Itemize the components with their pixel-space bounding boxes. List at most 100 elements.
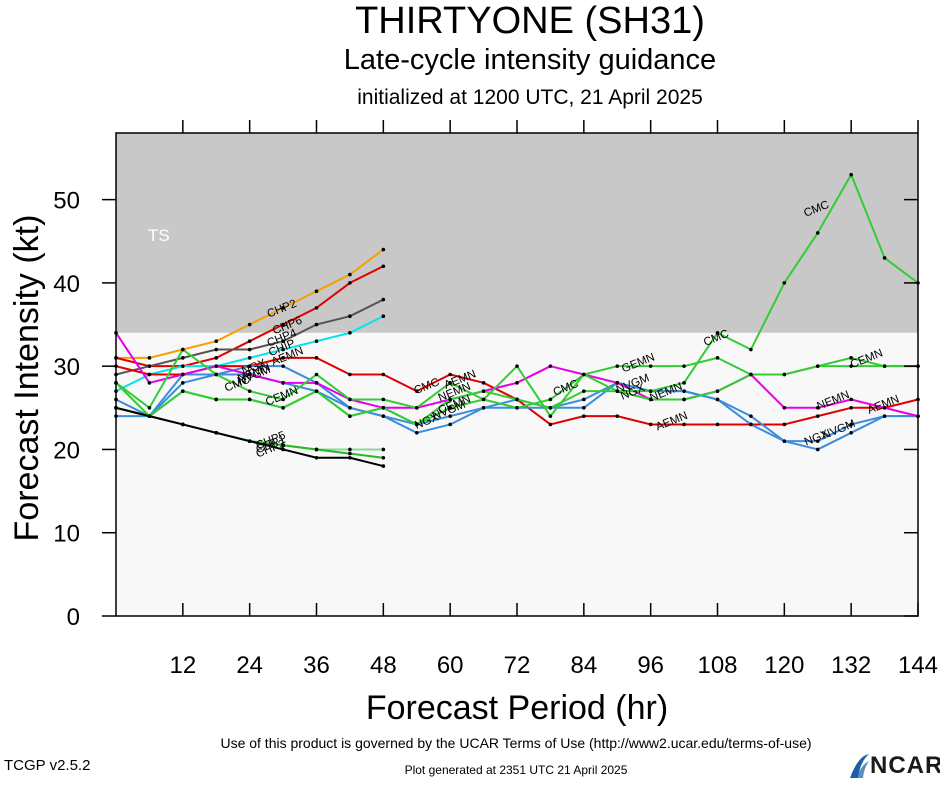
x-tick-label: 144 <box>898 652 938 679</box>
series-point-cemn <box>481 389 486 393</box>
series-point-nvgm <box>448 414 452 418</box>
series-point-cmc <box>181 347 185 352</box>
chart-subtitle: Late-cycle intensity guidance <box>343 44 717 76</box>
series-point-chp2 <box>314 289 319 294</box>
chart-title: THIRTYONE (SH31) <box>355 0 705 42</box>
series-point-aemn <box>448 372 452 377</box>
series-point-chp6 <box>247 339 252 343</box>
series-point-cemn <box>882 364 887 368</box>
series-point-cemn <box>648 397 653 402</box>
series-point-chp3 <box>281 447 285 452</box>
series-point-aemn <box>381 372 386 377</box>
series-point-cmc <box>515 364 519 368</box>
series-point-nemn <box>214 364 219 368</box>
series-point-chp1 <box>381 455 386 460</box>
series-point-cemn <box>381 406 386 410</box>
series-point-nemn <box>782 406 787 410</box>
series-point-chip <box>181 364 185 368</box>
series-point-chp6 <box>281 322 285 327</box>
series-point-cemn <box>181 389 185 393</box>
series-point-cmc <box>782 281 787 285</box>
series-point-chp4 <box>247 347 252 352</box>
series-point-nemn <box>247 372 252 377</box>
series-point-nvgm <box>815 439 820 443</box>
x-tick-label: 72 <box>504 652 531 679</box>
series-point-cemn <box>348 414 352 418</box>
series-point-chp4 <box>348 314 352 319</box>
y-tick-label: 10 <box>53 521 80 548</box>
series-point-aemn <box>682 422 686 427</box>
series-point-gemn <box>849 356 853 360</box>
series-point-cmc <box>381 397 386 402</box>
series-point-cemn <box>849 364 853 368</box>
series-point-chp2 <box>381 247 386 252</box>
series-point-cemn <box>281 406 285 410</box>
series-point-chp4 <box>381 297 386 302</box>
series-point-chip <box>348 331 352 335</box>
series-point-cemn <box>582 389 586 393</box>
series-point-cmc <box>147 406 152 410</box>
series-point-cmc <box>682 381 686 385</box>
series-point-chp5 <box>348 447 352 452</box>
series-point-gemn <box>682 364 686 368</box>
series-point-nemn <box>882 406 887 410</box>
series-point-cmc <box>715 331 720 335</box>
series-point-gemn <box>515 406 519 410</box>
series-point-chp5 <box>381 447 386 452</box>
series-point-gemn <box>715 356 720 360</box>
series-point-nemn <box>281 381 285 385</box>
band-1 <box>116 332 918 616</box>
series-point-aemn <box>281 356 285 360</box>
series-point-ngx <box>815 447 820 452</box>
series-point-aemn <box>582 414 586 418</box>
series-point-aemn <box>548 422 553 427</box>
x-tick-label: 36 <box>303 652 330 679</box>
series-point-nvgm <box>481 406 486 410</box>
series-point-chp2 <box>348 272 352 277</box>
series-point-nvgm <box>281 364 285 368</box>
series-point-nvgm <box>348 406 352 410</box>
series-point-cemn <box>782 372 787 377</box>
series-point-chip <box>281 347 285 352</box>
y-axis-title: Forecast Intensity (kt) <box>8 215 46 542</box>
series-point-nemn <box>515 381 519 385</box>
series-point-aemn <box>348 372 352 377</box>
series-point-chp2 <box>247 322 252 327</box>
series-point-cmc <box>882 256 887 260</box>
series-point-aemn <box>648 422 653 427</box>
x-tick-label: 96 <box>637 652 664 679</box>
series-point-chp4 <box>214 347 219 352</box>
x-tick-label: 108 <box>697 652 737 679</box>
series-point-ngx <box>749 422 753 427</box>
series-point-cemn <box>548 406 553 410</box>
y-tick-label: 30 <box>53 354 80 381</box>
series-point-chp3 <box>214 430 219 435</box>
series-point-cmc <box>281 397 285 402</box>
series-point-cemn <box>682 397 686 402</box>
series-point-nvgm <box>582 397 586 402</box>
series-point-gemn <box>548 397 553 402</box>
y-tick-label: 50 <box>53 188 80 215</box>
terms-of-use: Use of this product is governed by the U… <box>220 735 812 751</box>
series-point-cmc <box>247 389 252 393</box>
series-point-nvgm <box>715 397 720 402</box>
series-point-gemn <box>648 364 653 368</box>
x-axis-title: Forecast Period (hr) <box>366 689 668 727</box>
series-point-chp1 <box>348 451 352 456</box>
y-tick-label: 0 <box>67 604 80 631</box>
series-point-gemn <box>615 364 620 368</box>
series-point-cmc <box>448 381 452 385</box>
series-point-chp1 <box>314 447 319 452</box>
x-tick-label: 84 <box>570 652 597 679</box>
x-tick-label: 48 <box>370 652 397 679</box>
series-point-nemn <box>815 406 820 410</box>
plot-generated-time: Plot generated at 2351 UTC 21 April 2025 <box>404 763 628 777</box>
band-0 <box>116 133 918 333</box>
series-point-cmc <box>849 172 853 177</box>
series-point-aemn <box>715 422 720 427</box>
series-point-nvgm <box>882 414 887 418</box>
series-point-chp4 <box>314 322 319 327</box>
series-point-cmc <box>648 389 653 393</box>
series-point-nvgm <box>782 439 787 443</box>
